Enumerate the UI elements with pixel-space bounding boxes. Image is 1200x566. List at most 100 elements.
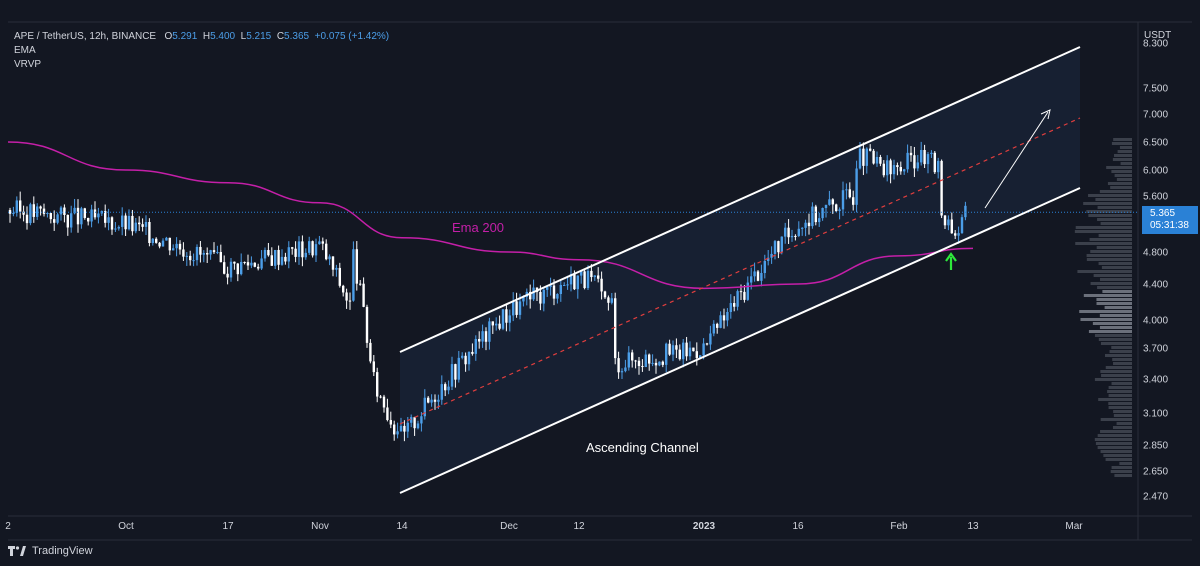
candle-body bbox=[420, 416, 423, 424]
candle-body bbox=[920, 149, 923, 163]
indicator-ema[interactable]: EMA bbox=[14, 45, 36, 56]
channel-annotation: Ascending Channel bbox=[586, 440, 699, 455]
candle-body bbox=[498, 323, 501, 329]
candle-body bbox=[831, 199, 834, 205]
volume-profile-bar bbox=[1075, 226, 1132, 229]
candle-body bbox=[216, 252, 219, 254]
volume-profile-bar bbox=[1111, 466, 1132, 469]
candle-body bbox=[903, 169, 906, 172]
candle-body bbox=[83, 208, 86, 218]
candle-body bbox=[97, 213, 100, 218]
volume-profile-bar bbox=[1099, 190, 1132, 193]
candle-body bbox=[610, 298, 613, 303]
candle-body bbox=[705, 343, 709, 345]
candle-body bbox=[450, 364, 454, 387]
price-tick-label: 7.500 bbox=[1143, 84, 1168, 95]
volume-profile-bar bbox=[1116, 422, 1132, 425]
candle-body bbox=[858, 148, 862, 169]
candle-body bbox=[161, 240, 165, 247]
volume-profile-bar bbox=[1099, 326, 1132, 329]
candle-body bbox=[277, 249, 280, 265]
volume-profile-bar bbox=[1090, 282, 1132, 285]
volume-profile-bar bbox=[1095, 198, 1132, 201]
tradingview-brand[interactable]: TradingView bbox=[8, 545, 93, 557]
candle-body bbox=[909, 152, 913, 156]
candle-body bbox=[501, 309, 505, 329]
time-tick-label: Nov bbox=[311, 521, 329, 532]
candle-body bbox=[342, 285, 345, 293]
candle-body bbox=[580, 271, 583, 276]
candle-body bbox=[671, 345, 675, 355]
candle-body bbox=[355, 249, 358, 284]
candle-body bbox=[644, 354, 647, 368]
candle-body bbox=[93, 209, 97, 218]
candle-body bbox=[260, 258, 263, 269]
candle-body bbox=[688, 347, 692, 357]
countdown-timer: 05:31:38 bbox=[1150, 220, 1189, 231]
candle-body bbox=[583, 271, 586, 289]
candle-body bbox=[250, 262, 253, 266]
indicator-vrvp[interactable]: VRVP bbox=[14, 59, 42, 70]
candle-body bbox=[104, 211, 107, 223]
candle-body bbox=[824, 204, 828, 208]
candle-body bbox=[229, 261, 233, 278]
candle-body bbox=[828, 199, 831, 205]
candle-body bbox=[53, 219, 56, 223]
candle-body bbox=[25, 214, 29, 224]
candle-body bbox=[15, 200, 18, 214]
candle-body bbox=[107, 217, 110, 223]
candle-body bbox=[658, 361, 661, 366]
candle-body bbox=[70, 213, 73, 228]
candle-body bbox=[539, 291, 542, 304]
volume-profile-bar bbox=[1110, 470, 1132, 473]
candle-body bbox=[552, 285, 556, 299]
volume-profile-bar bbox=[1095, 442, 1132, 445]
candle-body bbox=[406, 422, 409, 432]
volume-profile-bar bbox=[1119, 462, 1132, 465]
candle-body bbox=[947, 219, 950, 226]
candle-body bbox=[865, 148, 868, 166]
candle-body bbox=[311, 241, 314, 256]
candle-body bbox=[304, 252, 307, 258]
candle-body bbox=[620, 371, 624, 373]
candle-body bbox=[508, 315, 511, 323]
candle-body bbox=[481, 331, 484, 342]
candle-body bbox=[488, 321, 491, 342]
candle-body bbox=[22, 211, 25, 215]
time-tick-label: Oct bbox=[118, 521, 134, 532]
low-label: L bbox=[240, 31, 247, 42]
candle-body bbox=[569, 274, 573, 285]
price-tick-label: 6.000 bbox=[1143, 166, 1168, 177]
volume-profile-bar bbox=[1075, 242, 1132, 245]
symbol-label[interactable]: APE / TetherUS, 12h, BINANCE bbox=[14, 31, 157, 42]
candle-body bbox=[624, 367, 627, 372]
candle-body bbox=[382, 396, 386, 408]
price-tick-label: 7.000 bbox=[1143, 110, 1168, 121]
candle-body bbox=[648, 354, 651, 364]
volume-profile-bar bbox=[1097, 218, 1132, 221]
candle-body bbox=[138, 222, 141, 225]
volume-profile-bar bbox=[1112, 426, 1132, 429]
candle-body bbox=[614, 298, 617, 359]
volume-profile-bar bbox=[1092, 322, 1132, 325]
volume-profile-bar bbox=[1089, 238, 1132, 241]
volume-profile-bar bbox=[1077, 270, 1132, 273]
candle-body bbox=[712, 323, 715, 334]
price-tick-label: 6.500 bbox=[1143, 138, 1168, 149]
candle-body bbox=[206, 253, 209, 255]
volume-profile-bar bbox=[1114, 474, 1132, 477]
candle-body bbox=[461, 355, 464, 358]
candle-body bbox=[617, 358, 620, 373]
candle-body bbox=[692, 347, 695, 352]
volume-profile-bar bbox=[1100, 450, 1132, 453]
volume-profile-bar bbox=[1086, 210, 1132, 213]
candle-body bbox=[559, 285, 562, 295]
candle-body bbox=[784, 227, 787, 237]
candle-body bbox=[637, 360, 641, 367]
candle-body bbox=[913, 155, 916, 169]
volume-profile-bar bbox=[1113, 410, 1132, 413]
candle-body bbox=[192, 260, 195, 262]
price-tick-label: 4.800 bbox=[1143, 248, 1168, 259]
candle-body bbox=[835, 204, 838, 212]
